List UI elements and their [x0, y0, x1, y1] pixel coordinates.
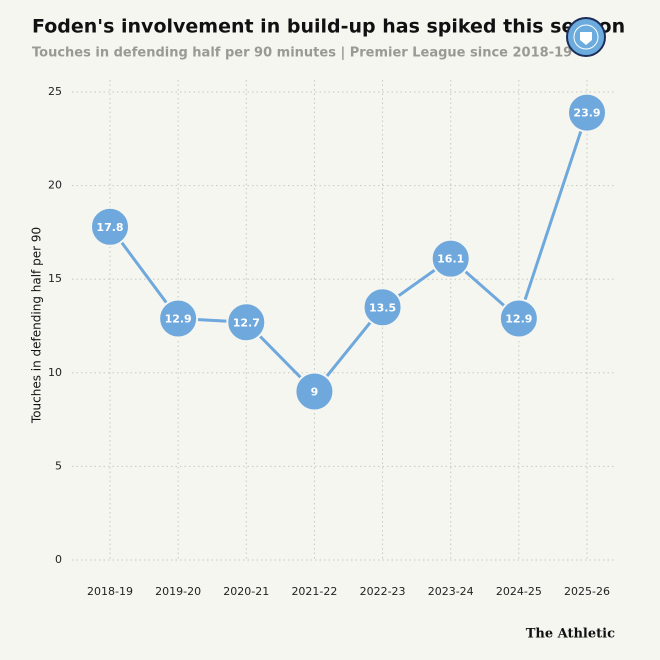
- y-tick-label: 0: [55, 553, 62, 566]
- chart-title: Foden's involvement in build-up has spik…: [32, 16, 625, 38]
- source-brand: The Athletic: [526, 627, 615, 642]
- x-tick-label: 2023-24: [428, 585, 474, 598]
- data-point: [294, 371, 335, 412]
- data-point: [90, 206, 130, 247]
- data-label: 16.1: [437, 253, 464, 266]
- x-tick-label: 2020-21: [223, 585, 269, 598]
- data-point: [498, 298, 539, 339]
- x-tick-label: 2025-26: [564, 585, 610, 598]
- y-tick-label: 15: [48, 272, 62, 285]
- y-tick-label: 20: [48, 179, 62, 192]
- x-tick-label: 2024-25: [496, 585, 542, 598]
- y-tick-label: 25: [48, 85, 62, 98]
- data-label: 12.9: [165, 313, 192, 326]
- data-label: 9: [311, 386, 319, 399]
- x-tick-label: 2019-20: [155, 585, 201, 598]
- club-badge: [566, 17, 606, 57]
- data-label: 12.9: [505, 313, 532, 326]
- x-tick-label: 2022-23: [360, 585, 406, 598]
- y-axis-label: Touches in defending half per 90: [30, 227, 44, 424]
- data-point: [158, 298, 199, 339]
- data-label: 12.7: [233, 316, 260, 329]
- data-label: 23.9: [573, 107, 600, 120]
- data-point: [362, 287, 403, 328]
- x-tick-label: 2021-22: [291, 585, 337, 598]
- data-point: [430, 238, 471, 279]
- chart-subtitle: Touches in defending half per 90 minutes…: [32, 46, 572, 61]
- data-point: [226, 302, 267, 343]
- y-tick-label: 10: [48, 366, 62, 379]
- x-tick-label: 2018-19: [87, 585, 133, 598]
- data-point: [567, 92, 607, 133]
- y-tick-label: 5: [55, 459, 62, 472]
- data-label: 13.5: [369, 301, 396, 314]
- data-label: 17.8: [96, 221, 123, 234]
